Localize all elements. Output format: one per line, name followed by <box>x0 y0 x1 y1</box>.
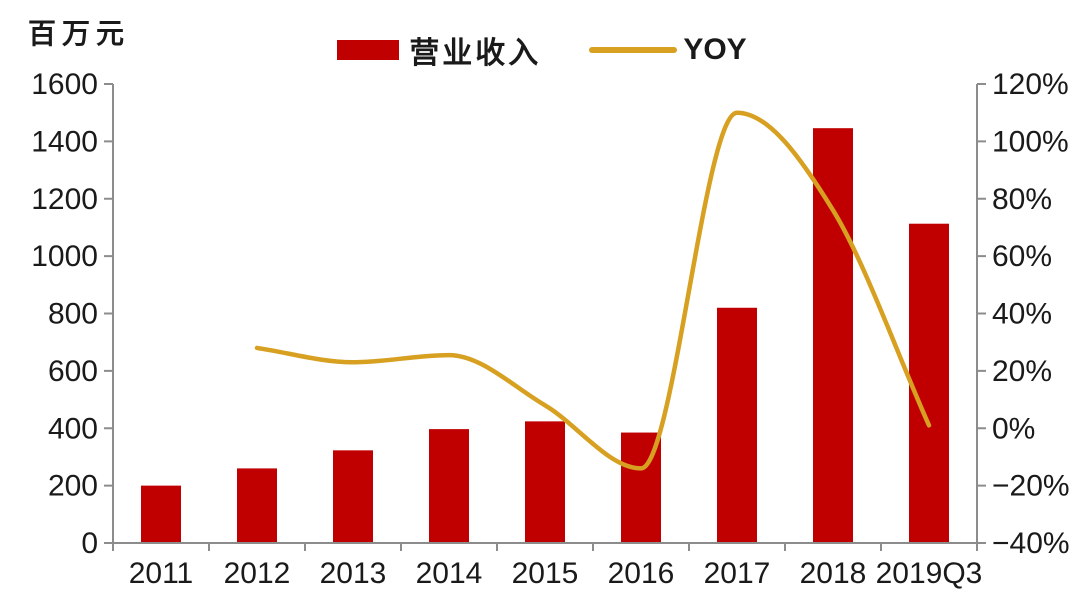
left-axis-tick-label: 0 <box>81 527 98 560</box>
right-axis-tick-label: −40% <box>992 527 1070 560</box>
left-axis-tick-label: 1600 <box>31 68 98 101</box>
left-axis-tick-label: 200 <box>48 470 98 503</box>
right-axis-tick-label: 20% <box>992 355 1052 388</box>
left-axis-unit-label: 百万元 <box>28 18 131 49</box>
right-axis-tick-label: 120% <box>992 68 1069 101</box>
x-axis-category-label: 2018 <box>800 557 867 590</box>
bar-2015 <box>525 421 565 543</box>
bar-2017 <box>717 307 757 543</box>
right-axis-tick-label: 100% <box>992 125 1069 158</box>
right-axis-tick-label: 80% <box>992 183 1052 216</box>
right-axis-tick-label: −20% <box>992 470 1070 503</box>
bar-2011 <box>141 485 181 543</box>
bar-2012 <box>237 468 277 543</box>
x-axis-category-label: 2015 <box>512 557 579 590</box>
x-axis-category-label: 2019Q3 <box>876 557 983 590</box>
left-axis-tick-label: 800 <box>48 298 98 331</box>
x-axis-category-label: 2016 <box>608 557 675 590</box>
left-axis-tick-label: 1200 <box>31 183 98 216</box>
left-axis-tick-label: 600 <box>48 355 98 388</box>
x-axis-category-label: 2012 <box>224 557 291 590</box>
left-axis-tick-label: 1400 <box>31 125 98 158</box>
x-axis-category-label: 2013 <box>320 557 387 590</box>
right-axis-tick-label: 0% <box>992 412 1035 445</box>
left-axis-tick-label: 400 <box>48 412 98 445</box>
x-axis-category-label: 2011 <box>129 557 194 590</box>
right-axis-tick-label: 40% <box>992 298 1052 331</box>
x-axis-category-label: 2017 <box>704 557 771 590</box>
x-axis-category-label: 2014 <box>416 557 483 590</box>
bar-2013 <box>333 450 373 543</box>
bar-2018 <box>813 128 853 543</box>
left-axis-tick-label: 1000 <box>31 240 98 273</box>
right-axis-tick-label: 60% <box>992 240 1052 273</box>
bar-2019Q3 <box>909 223 949 543</box>
yoy-line <box>254 110 932 471</box>
bar-2014 <box>429 429 469 543</box>
